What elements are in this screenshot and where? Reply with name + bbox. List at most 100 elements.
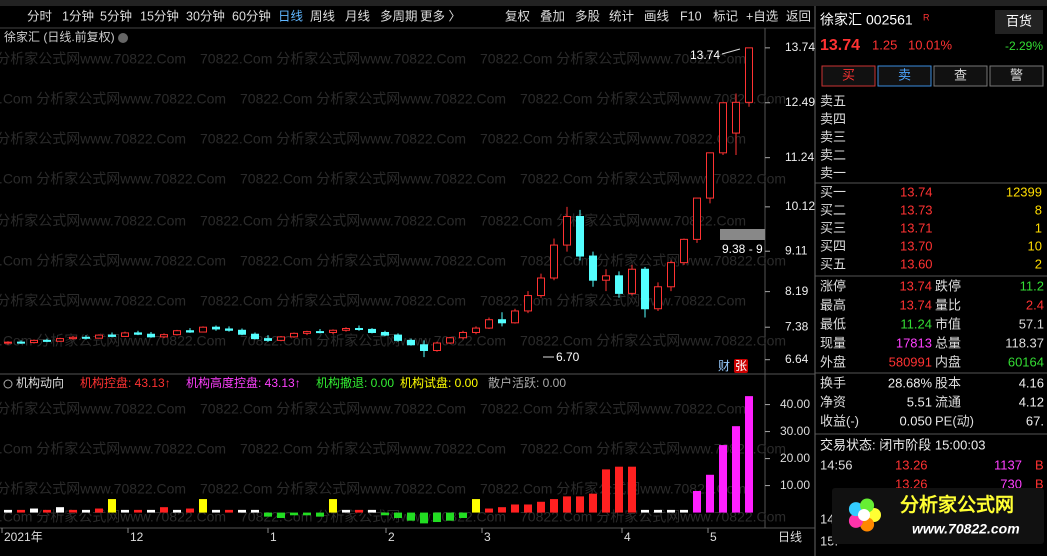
indicator-bar xyxy=(719,445,727,513)
quote-text: 外盘 xyxy=(820,354,846,369)
quote-text: -2.29% xyxy=(1005,39,1043,53)
trade-button[interactable] xyxy=(933,65,988,87)
quote-text: 0.050 xyxy=(899,413,932,428)
quote-text: 730 xyxy=(1000,476,1022,491)
toolbar-button[interactable]: 叠加 xyxy=(540,9,565,23)
quote-text: 11.2 xyxy=(1020,278,1044,293)
candle-body xyxy=(355,328,363,331)
indicator-legend: 机构控盘: 43.13↑ xyxy=(80,375,171,390)
indicator-bar xyxy=(17,509,25,513)
quote-text: 67. xyxy=(1026,413,1044,428)
candle-body xyxy=(459,331,467,339)
quote-text: 换手 xyxy=(820,375,846,390)
quote-text: PE(动) xyxy=(935,413,974,428)
toolbar-tab[interactable]: 月线 xyxy=(345,9,371,23)
toolbar-tab[interactable]: 日线 xyxy=(278,9,304,23)
watermark: 70822.Com 分析家公式网www.70822.Com xyxy=(480,213,746,229)
indicator-bar xyxy=(654,509,662,513)
toolbar-tab[interactable]: 15分钟 xyxy=(140,8,179,23)
date-label: 12 xyxy=(130,530,144,544)
toolbar-tab[interactable]: 更多 〉 xyxy=(420,9,461,23)
candle-body xyxy=(446,337,454,344)
toolbar-button[interactable]: F10 xyxy=(680,9,702,23)
toolbar-button[interactable]: 多股 xyxy=(575,9,601,23)
trade-button[interactable] xyxy=(989,65,1044,87)
indicator-bar xyxy=(355,509,363,513)
candle-body xyxy=(680,238,688,264)
indicator-bar xyxy=(238,509,246,513)
quote-text: 总量 xyxy=(935,335,961,350)
indicator-bar xyxy=(615,466,623,513)
toolbar-button[interactable]: 复权 xyxy=(505,8,531,23)
toolbar-button[interactable]: 返回 xyxy=(786,9,811,23)
indicator-bar xyxy=(264,512,272,517)
indicator-bar xyxy=(459,512,467,518)
watermark: 70822.Com 分析家公式网www.70822.Com xyxy=(0,253,226,269)
indicator-bar xyxy=(745,396,753,513)
candle-body xyxy=(186,330,194,333)
toolbar-tab[interactable]: 分时 xyxy=(27,9,53,23)
indicator-bar xyxy=(407,512,415,521)
toolbar-button[interactable]: +自选 xyxy=(746,9,779,23)
quote-text: 13.60 xyxy=(900,256,933,271)
trade-button[interactable] xyxy=(821,65,876,87)
watermark: 70822.Com 分析家公式网www.70822.Com xyxy=(480,293,746,309)
indicator-bar xyxy=(121,509,129,513)
indicator-bar xyxy=(706,474,714,513)
quote-text: 买四 xyxy=(820,238,846,253)
candle-body xyxy=(576,216,584,257)
quote-text: 4.12 xyxy=(1019,394,1044,409)
quote-text: 卖四 xyxy=(820,111,846,126)
toolbar-tab[interactable]: 60分钟 xyxy=(232,8,271,23)
toolbar-button[interactable]: 标记 xyxy=(713,9,739,23)
quote-text: 收益(-) xyxy=(820,413,859,428)
candle-body xyxy=(173,330,181,336)
quote-text: 13.71 xyxy=(900,220,933,235)
watermark: 70822.Com 分析家公式网www.70822.Com xyxy=(0,441,226,457)
toolbar-tab[interactable]: 1分钟 xyxy=(62,8,94,23)
toolbar-tab[interactable]: 多周期 xyxy=(380,9,418,23)
toolbar-tab[interactable]: 周线 xyxy=(310,9,336,23)
indicator-bar xyxy=(43,509,51,513)
candle-body xyxy=(641,268,649,310)
badge[interactable]: 张 xyxy=(735,359,747,373)
indicator-bar xyxy=(108,499,116,513)
candle-body xyxy=(30,339,38,344)
candle-body xyxy=(719,102,727,154)
indicator-bar xyxy=(628,466,636,513)
quote-text: 1 xyxy=(1035,220,1042,235)
trade-button[interactable] xyxy=(877,65,932,87)
quote-text: 流通 xyxy=(935,394,961,409)
candle-body xyxy=(550,244,558,279)
watermark: 70822.Com 分析家公式网www.70822.Com xyxy=(0,333,226,349)
badge[interactable]: 财 xyxy=(718,359,730,373)
watermark: 70822.Com 分析家公式网www.70822.Com xyxy=(480,401,746,417)
toolbar-tab[interactable]: 30分钟 xyxy=(186,8,225,23)
candle-body xyxy=(706,152,714,199)
quote-text: 交易状态: 闭市阶段 15:00:03 xyxy=(820,437,985,452)
quote-text: 580991 xyxy=(889,354,932,369)
toolbar-button[interactable]: 统计 xyxy=(609,9,634,23)
indicator-name: 机构动向 xyxy=(16,375,64,390)
quote-text: 卖三 xyxy=(820,129,846,144)
toolbar-tab[interactable]: 5分钟 xyxy=(100,8,132,23)
indicator-bar xyxy=(511,504,519,513)
candle-body xyxy=(199,326,207,333)
watermark: 70822.Com 分析家公式网www.70822.Com xyxy=(200,131,466,147)
title-icon[interactable] xyxy=(118,33,128,43)
quote-text: 118.37 xyxy=(1005,335,1044,350)
indicator-bar xyxy=(186,508,194,513)
indicator-bar xyxy=(381,512,389,516)
quote-text: 卖二 xyxy=(820,147,846,162)
quote-text: 买二 xyxy=(820,202,846,217)
quote-text: 买一 xyxy=(820,184,846,199)
candle-body xyxy=(277,336,285,341)
toolbar-button[interactable]: 画线 xyxy=(644,9,670,23)
indicator-bar xyxy=(199,499,207,513)
date-label: 2021年 xyxy=(4,530,43,544)
candle-body xyxy=(108,334,116,337)
watermark: 70822.Com 分析家公式网www.70822.Com xyxy=(0,293,186,309)
indicator-bar xyxy=(69,509,77,513)
candle-body xyxy=(147,333,155,338)
